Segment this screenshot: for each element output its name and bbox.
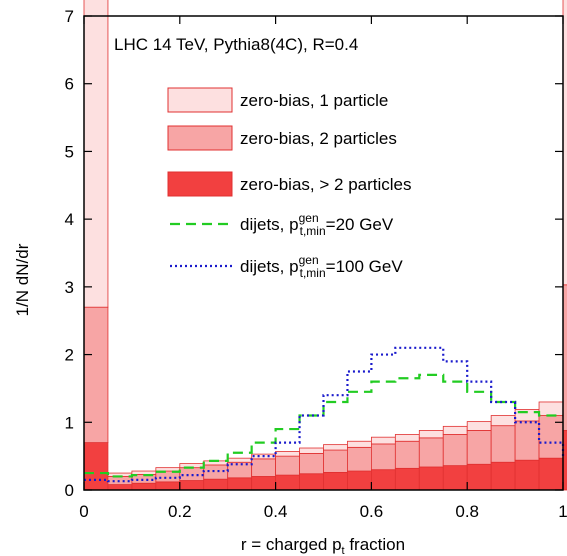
x-tick-label: 0.2 bbox=[168, 502, 192, 521]
histogram-bar bbox=[131, 470, 157, 475]
y-tick-label: 0 bbox=[65, 481, 74, 500]
histogram-bar bbox=[131, 482, 157, 491]
histogram-bar bbox=[299, 453, 324, 475]
histogram-bar bbox=[394, 467, 420, 491]
histogram-bar bbox=[514, 420, 540, 461]
legend-swatch bbox=[167, 125, 233, 151]
legend-label: zero-bias, > 2 particles bbox=[240, 175, 412, 194]
histogram-bar bbox=[370, 469, 396, 491]
x-tick-label: 0 bbox=[79, 502, 88, 521]
histogram-bar bbox=[323, 471, 348, 491]
y-tick-label: 1 bbox=[65, 413, 74, 432]
histogram-bar bbox=[83, 0, 109, 308]
legend-label: zero-bias, 2 particles bbox=[240, 129, 397, 148]
dijet-step-lines bbox=[84, 346, 565, 483]
histogram-bar bbox=[347, 446, 372, 472]
histogram-bar bbox=[83, 442, 109, 491]
y-tick-label: 3 bbox=[65, 278, 74, 297]
legend-swatch bbox=[167, 171, 233, 197]
histogram-bar bbox=[490, 425, 516, 463]
histogram-bar bbox=[275, 474, 300, 491]
histogram-bar bbox=[490, 461, 516, 491]
x-tick-label: 1 bbox=[558, 502, 567, 521]
y-tick-label: 7 bbox=[65, 7, 74, 26]
histogram-bar bbox=[418, 430, 444, 439]
histogram-bar bbox=[370, 443, 396, 471]
histogram-bar bbox=[299, 447, 324, 454]
histogram-bar bbox=[442, 434, 468, 467]
histogram-bar bbox=[275, 451, 300, 457]
legend-label: zero-bias, 1 particle bbox=[240, 91, 388, 110]
y-tick-label: 6 bbox=[65, 75, 74, 94]
histogram-bar bbox=[347, 470, 372, 491]
histogram-bar bbox=[155, 467, 181, 472]
histogram-bar bbox=[538, 457, 564, 491]
legend: zero-bias, 1 particle zero-bias, 2 partic… bbox=[167, 87, 412, 280]
x-tick-label: 0.8 bbox=[455, 502, 479, 521]
histogram-bar bbox=[466, 421, 492, 431]
series-line bbox=[84, 373, 563, 478]
y-tick-label: 2 bbox=[65, 346, 74, 365]
histogram-bar bbox=[442, 425, 468, 435]
histogram-bar bbox=[227, 457, 253, 463]
legend-swatch bbox=[167, 87, 233, 113]
histogram-bar bbox=[418, 466, 444, 491]
histogram-bar bbox=[323, 449, 348, 473]
histogram-bar bbox=[538, 401, 564, 416]
histogram-bar bbox=[179, 480, 205, 491]
histogram-bar bbox=[251, 476, 276, 491]
y-tick-label: 5 bbox=[65, 142, 74, 161]
histogram-bar bbox=[347, 440, 372, 448]
y-axis-label: 1/N dN/dr bbox=[13, 243, 32, 316]
y-tick-label: 4 bbox=[65, 210, 74, 229]
histogram-bar bbox=[370, 436, 396, 445]
histogram-bar bbox=[394, 434, 420, 442]
histogram-bar bbox=[323, 444, 348, 451]
x-axis-label: r = charged pt fraction bbox=[241, 535, 405, 556]
histogram-bar bbox=[275, 455, 300, 476]
legend-label: dijets, pgen t,min=20 GeV bbox=[240, 211, 394, 238]
series-line bbox=[84, 346, 565, 483]
histogram-bar bbox=[394, 440, 420, 469]
histogram-bar bbox=[466, 430, 492, 465]
histogram-bar bbox=[203, 478, 229, 491]
histogram-bar bbox=[514, 459, 540, 491]
histogram-bar bbox=[490, 415, 516, 427]
histogram-bar bbox=[299, 473, 324, 491]
histogram-bar bbox=[442, 465, 468, 491]
axis-ticks: 0 0.2 0.4 0.6 0.8 1 0 1 2 3 4 5 6 7 bbox=[65, 7, 567, 521]
plot-annotation: LHC 14 TeV, Pythia8(4C), R=0.4 bbox=[114, 35, 358, 54]
histogram-bar bbox=[155, 481, 181, 491]
histogram-bar bbox=[107, 484, 133, 491]
x-tick-label: 0.4 bbox=[264, 502, 288, 521]
legend-label: dijets, pgen t,min=100 GeV bbox=[240, 253, 403, 280]
histogram-bar bbox=[251, 458, 276, 477]
histogram-bar bbox=[466, 463, 492, 491]
histogram-bars bbox=[83, 0, 567, 491]
plot-frame bbox=[83, 15, 564, 491]
histogram-bar bbox=[227, 477, 253, 491]
x-tick-label: 0.6 bbox=[360, 502, 384, 521]
histogram-bar bbox=[418, 437, 444, 468]
